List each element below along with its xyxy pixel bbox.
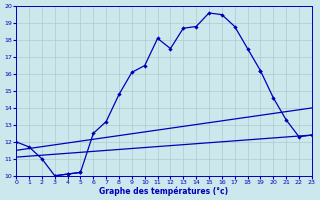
X-axis label: Graphe des températures (°c): Graphe des températures (°c): [100, 186, 228, 196]
